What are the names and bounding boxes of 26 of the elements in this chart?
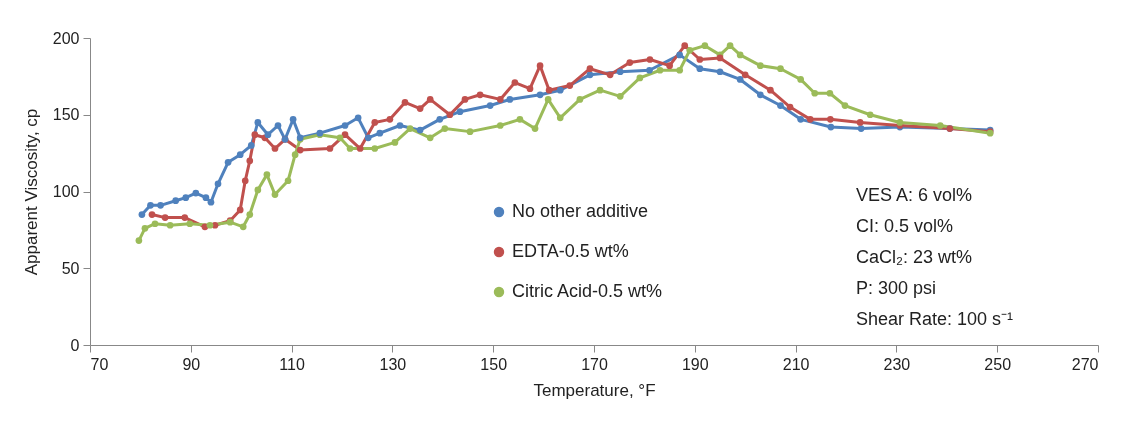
x-tick-label: 210 (782, 355, 810, 373)
x-tick-label: 170 (581, 355, 608, 373)
legend-label: No other additive (512, 201, 649, 221)
y-tick-label: 200 (52, 29, 80, 47)
x-tick-label: 150 (480, 355, 508, 373)
y-tick-label: 100 (52, 183, 80, 200)
annotation: VES A: 6 vol% (856, 185, 973, 205)
x-tick-label: 270 (1071, 355, 1099, 373)
annotation: P: 300 psi (856, 278, 937, 298)
y-tick-label: 50 (61, 259, 80, 277)
x-tick-label: 70 (90, 355, 109, 373)
x-tick-label: 90 (182, 355, 201, 373)
annotation: CaCl₂: 23 wt% (856, 247, 973, 267)
x-tick-label: 190 (681, 355, 709, 373)
legend-label: Citric Acid-0.5 wt% (512, 281, 663, 301)
y-axis-title: Apparent Viscosity, cp (21, 108, 41, 276)
x-tick-label: 130 (379, 355, 407, 373)
y-tick-label: 150 (52, 106, 80, 124)
y-tick-label: 0 (70, 336, 80, 354)
x-tick-label: 110 (279, 355, 305, 373)
x-tick-label: 250 (984, 355, 1012, 373)
x-tick-label: 230 (883, 355, 911, 373)
x-axis-title: Temperature, °F (533, 380, 656, 400)
annotation: Shear Rate: 100 s⁻¹ (856, 309, 1014, 329)
annotation: CI: 0.5 vol% (856, 216, 954, 236)
legend-label: EDTA-0.5 wt% (512, 241, 629, 261)
